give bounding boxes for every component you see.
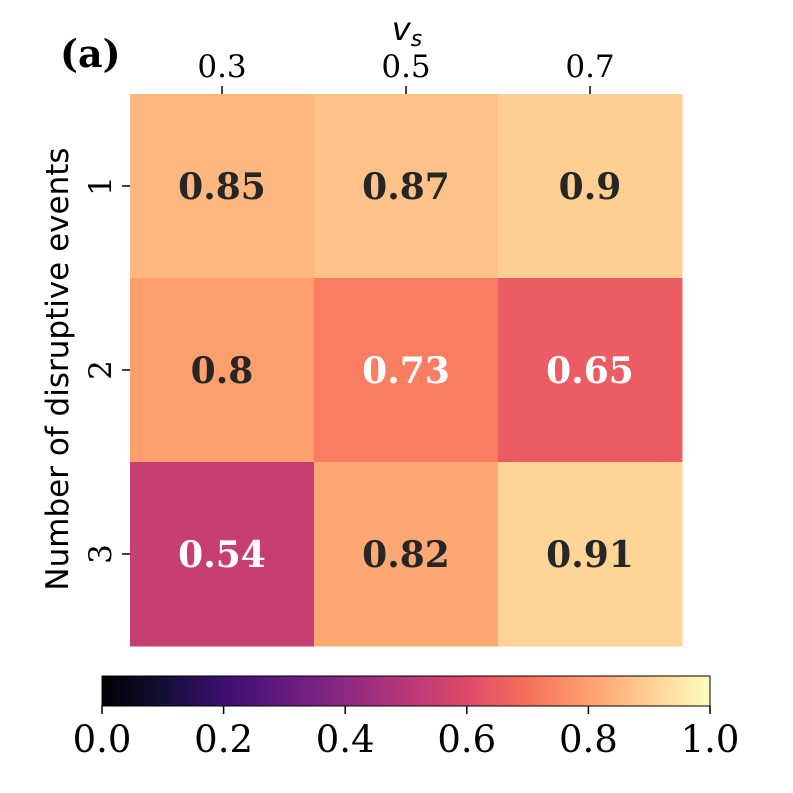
heatmap-cell-r2-c2 (314, 278, 499, 463)
x-tick-label: 0.7 (565, 49, 614, 85)
cell-value-label: 0.82 (362, 534, 450, 576)
colorbar-frame (101, 675, 711, 707)
cell-value-label: 0.87 (362, 166, 450, 208)
heatmap-cell-r1-c2 (314, 94, 499, 279)
x-tick-label: 0.5 (381, 49, 430, 85)
colorbar-tick-label: 0.6 (437, 718, 496, 761)
y-axis-label: Number of disruptive events (40, 147, 76, 590)
x-tick-label: 0.3 (197, 49, 246, 85)
colorbar (102, 676, 710, 706)
heatmap-cell-r1-c1 (130, 94, 315, 279)
colorbar-ticks: 0.0 0.2 0.4 0.6 0.8 1.0 (73, 706, 740, 761)
heatmap-cell-r2-c3 (498, 278, 683, 463)
cell-value-label: 0.54 (178, 534, 266, 576)
heatmap-cell-r2-c1 (130, 278, 315, 463)
colorbar-tick-label: 0.8 (559, 718, 618, 761)
colorbar-tick-label: 0.4 (316, 718, 375, 761)
x-axis-ticks: 0.3 0.5 0.7 (197, 49, 615, 94)
heatmap-cell-r3-c2 (314, 462, 499, 647)
heatmap-cell-r3-c1 (130, 462, 315, 647)
cell-value-label: 0.9 (559, 166, 622, 208)
colorbar-tick-label: 0.2 (194, 718, 253, 761)
cell-value-label: 0.8 (191, 350, 254, 392)
heatmap-cell-r1-c3 (498, 94, 683, 279)
cell-value-label: 0.73 (362, 350, 450, 392)
heatmap-cells (130, 94, 683, 647)
cell-value-label: 0.85 (178, 166, 266, 208)
y-tick-label: 3 (83, 544, 119, 564)
x-axis-label: vs (392, 10, 422, 52)
heatmap-cell-labels: 0.85 0.87 0.9 0.8 0.73 0.65 0.54 0.82 0.91 (178, 166, 634, 576)
y-tick-label: 2 (83, 360, 119, 380)
colorbar-tick-label: 1.0 (681, 718, 740, 761)
cell-value-label: 0.91 (546, 534, 634, 576)
y-tick-label: 1 (83, 176, 119, 196)
panel-label: (a) (60, 31, 121, 76)
heatmap-cell-r3-c3 (498, 462, 683, 647)
colorbar-tick-label: 0.0 (73, 718, 132, 761)
y-axis-ticks: 1 2 3 (83, 176, 130, 564)
cell-value-label: 0.65 (546, 350, 634, 392)
